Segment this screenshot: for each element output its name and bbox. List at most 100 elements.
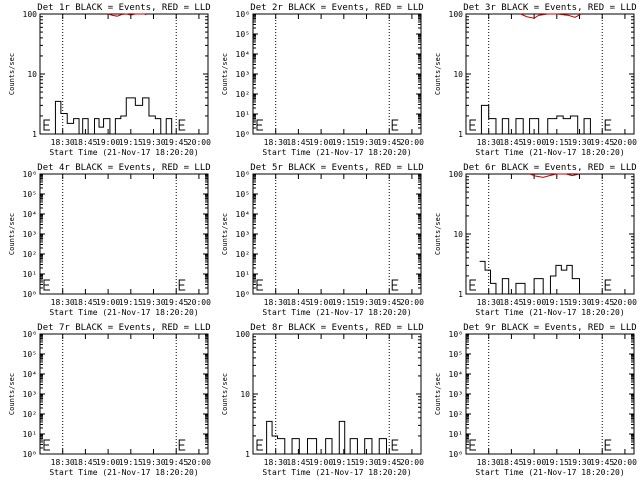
x-tick-label: 19:30 <box>354 298 378 307</box>
y-tick-label: 10¹ <box>449 430 463 439</box>
y-tick-label: 10⁶ <box>23 170 37 179</box>
plot-frame <box>465 333 635 455</box>
bracket-marker <box>43 439 50 451</box>
chart-panel-5: Det 5r BLACK = Events, RED = LLD 10⁰ 10¹ 10… <box>221 163 424 317</box>
x-tick-label: 19:15 <box>545 298 569 307</box>
x-tick-label: 20:00 <box>613 138 637 147</box>
x-tick-label: 19:30 <box>567 458 591 467</box>
y-tick-label: 10 <box>453 230 463 239</box>
x-axis-label: Start Time (21-Nov-17 18:20:20) <box>262 308 411 317</box>
y-tick-label: 10³ <box>449 390 463 399</box>
x-tick-label: 19:15 <box>119 298 143 307</box>
chart-panel-2: Det 2r BLACK = Events, RED = LLD 10⁰ 10¹ 10… <box>221 3 424 157</box>
bracket-marker <box>256 119 263 131</box>
chart-title: Det 9r BLACK = Events, RED = LLD <box>463 323 636 333</box>
x-tick-label: 19:00 <box>309 458 333 467</box>
y-tick-label: 10¹ <box>236 270 250 279</box>
x-tick-label: 19:15 <box>332 298 356 307</box>
x-tick-label: 19:45 <box>377 458 401 467</box>
x-axis-label: Start Time (21-Nov-17 18:20:20) <box>49 468 198 477</box>
bracket-marker <box>391 439 399 451</box>
x-tick-label: 20:00 <box>187 298 211 307</box>
x-tick-label: 18:45 <box>73 458 97 467</box>
y-tick-label: 10⁰ <box>23 290 37 299</box>
y-tick-label: 1 <box>458 130 463 139</box>
y-tick-label: 10⁴ <box>23 370 37 379</box>
events-series <box>262 420 387 455</box>
chart-title: Det 3r BLACK = Events, RED = LLD <box>463 3 636 13</box>
bracket-marker <box>178 119 186 131</box>
y-tick-label: 100 <box>236 330 251 339</box>
y-tick-label: 10² <box>236 90 250 99</box>
y-tick-label: 10⁵ <box>449 350 463 359</box>
y-axis-label: Counts/sec <box>434 213 442 255</box>
x-tick-label: 19:00 <box>96 458 120 467</box>
y-tick-label: 10¹ <box>23 430 37 439</box>
y-tick-label: 10⁵ <box>236 30 250 39</box>
x-tick-label: 18:45 <box>499 458 523 467</box>
y-axis-label: Counts/sec <box>8 373 16 415</box>
y-tick-label: 10⁶ <box>236 10 250 19</box>
x-tick-label: 18:30 <box>477 138 501 147</box>
plot-frame <box>252 333 422 455</box>
x-tick-label: 18:45 <box>286 298 310 307</box>
x-tick-label: 18:30 <box>477 458 501 467</box>
chart-title: Det 6r BLACK = Events, RED = LLD <box>463 163 636 173</box>
plot-frame <box>252 173 422 295</box>
x-tick-label: 19:45 <box>164 138 188 147</box>
x-tick-label: 19:45 <box>590 298 614 307</box>
bracket-marker <box>469 279 476 291</box>
x-tick-label: 19:45 <box>590 138 614 147</box>
x-tick-label: 18:30 <box>477 298 501 307</box>
x-tick-label: 19:30 <box>354 138 378 147</box>
x-tick-label: 20:00 <box>187 458 211 467</box>
x-tick-label: 19:30 <box>567 298 591 307</box>
x-tick-label: 18:30 <box>51 298 75 307</box>
x-tick-label: 18:45 <box>286 458 310 467</box>
chart-panel-4: Det 4r BLACK = Events, RED = LLD 10⁰ 10¹ 10… <box>8 163 211 317</box>
bracket-marker <box>604 119 612 131</box>
x-axis-label: Start Time (21-Nov-17 18:20:20) <box>475 308 624 317</box>
y-tick-label: 10⁶ <box>449 330 463 339</box>
bracket-marker <box>469 439 476 451</box>
y-tick-label: 10¹ <box>23 270 37 279</box>
y-tick-label: 10² <box>236 250 250 259</box>
x-axis-label: Start Time (21-Nov-17 18:20:20) <box>49 148 198 157</box>
bracket-marker <box>43 279 50 291</box>
y-tick-label: 100 <box>449 170 464 179</box>
bracket-marker <box>469 119 476 131</box>
y-axis-label: Counts/sec <box>434 53 442 95</box>
x-tick-label: 18:45 <box>286 138 310 147</box>
x-tick-label: 20:00 <box>400 138 424 147</box>
y-tick-label: 10⁶ <box>236 170 250 179</box>
y-axis-label: Counts/sec <box>434 373 442 415</box>
chart-panel-6: Det 6r BLACK = Events, RED = LLD 1 10 100 18… <box>434 163 637 317</box>
x-tick-label: 20:00 <box>400 458 424 467</box>
plot-frame <box>39 173 209 295</box>
x-tick-label: 19:15 <box>332 138 356 147</box>
plot-frame <box>465 13 635 135</box>
y-axis-label: Counts/sec <box>221 373 229 415</box>
chart-title: Det 4r BLACK = Events, RED = LLD <box>37 163 210 173</box>
chart-title: Det 2r BLACK = Events, RED = LLD <box>250 3 423 13</box>
x-tick-label: 18:45 <box>73 298 97 307</box>
x-axis-label: Start Time (21-Nov-17 18:20:20) <box>262 468 411 477</box>
y-axis-label: Counts/sec <box>221 213 229 255</box>
x-tick-label: 19:30 <box>567 138 591 147</box>
x-tick-label: 19:15 <box>119 138 143 147</box>
x-axis-label: Start Time (21-Nov-17 18:20:20) <box>262 148 411 157</box>
x-tick-label: 18:45 <box>73 138 97 147</box>
chart-panel-9: Det 9r BLACK = Events, RED = LLD 10⁰ 10¹ 10… <box>434 323 637 477</box>
y-tick-label: 10⁰ <box>449 450 463 459</box>
lld-series <box>107 13 147 17</box>
y-tick-label: 10⁰ <box>23 450 37 459</box>
x-axis-label: Start Time (21-Nov-17 18:20:20) <box>49 308 198 317</box>
x-tick-label: 19:00 <box>522 298 546 307</box>
chart-title: Det 8r BLACK = Events, RED = LLD <box>250 323 423 333</box>
x-tick-label: 19:15 <box>545 138 569 147</box>
bracket-marker <box>391 119 399 131</box>
x-tick-label: 19:15 <box>119 458 143 467</box>
x-tick-label: 18:30 <box>51 458 75 467</box>
x-tick-label: 18:45 <box>499 138 523 147</box>
